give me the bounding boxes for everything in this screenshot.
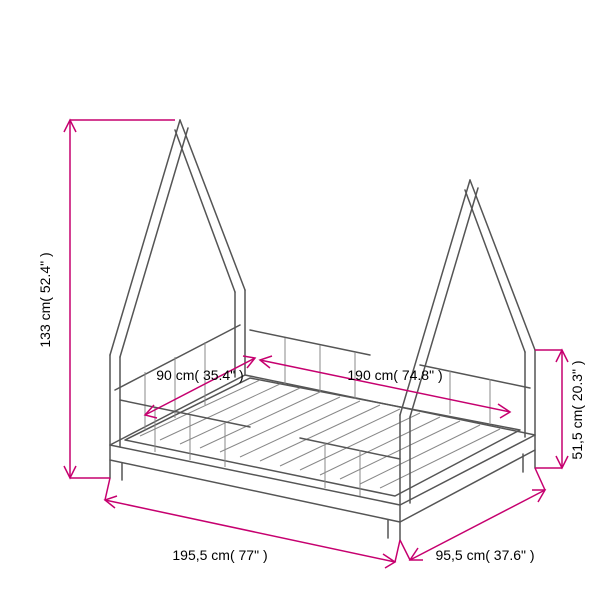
dim-rail-height: 51,5 cm( 20.3" ) xyxy=(535,350,585,468)
dimension-annotations: 133 cm( 52.4" ) 90 cm( 35.4" ) 190 cm( 7… xyxy=(37,120,585,568)
dim-height-total-label: 133 cm( 52.4" ) xyxy=(37,252,53,347)
dim-frame-width-label: 95,5 cm( 37.6" ) xyxy=(435,547,534,563)
dimension-diagram: 133 cm( 52.4" ) 90 cm( 35.4" ) 190 cm( 7… xyxy=(0,0,600,600)
bed-frame-drawing xyxy=(110,120,535,540)
dim-rail-height-label: 51,5 cm( 20.3" ) xyxy=(569,360,585,459)
dim-height-total: 133 cm( 52.4" ) xyxy=(37,120,175,478)
dim-mattress-width-label: 90 cm( 35.4" ) xyxy=(156,367,243,383)
dim-frame-length: 195,5 cm( 77" ) xyxy=(105,478,400,568)
dim-mattress-length-label: 190 cm( 74.8" ) xyxy=(347,367,442,383)
dim-frame-length-label: 195,5 cm( 77" ) xyxy=(172,547,267,563)
